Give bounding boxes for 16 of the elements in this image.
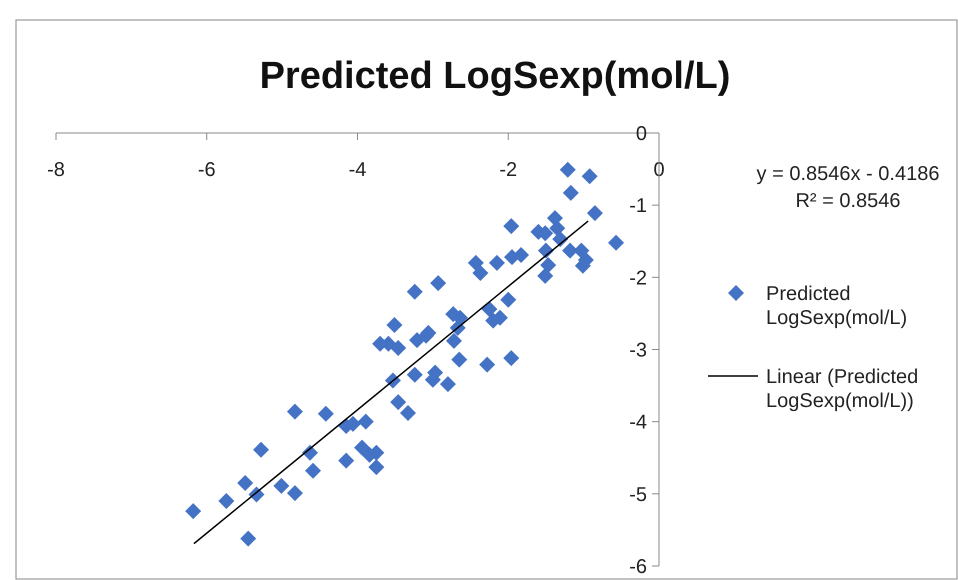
legend-label: Predicted LogSexp(mol/L): [766, 283, 908, 329]
y-tick-label: -1: [629, 195, 647, 218]
chart-title: Predicted LogSexp(mol/L): [260, 55, 730, 97]
legend-label: Linear (Predicted LogSexp(mol/L)): [766, 366, 918, 412]
y-tick-label: -4: [629, 412, 647, 434]
x-tick-label: -2: [499, 159, 518, 181]
y-tick-label: -5: [629, 484, 647, 506]
x-tick-label: -8: [47, 159, 65, 181]
x-tick-label: -4: [348, 159, 366, 181]
y-tick-label: -6: [629, 556, 647, 578]
y-tick-label: -2: [629, 267, 647, 290]
x-tick-label: -6: [198, 159, 216, 181]
text: y = 0.8546x - 0.4186: [756, 163, 940, 185]
text: R² = 0.8546: [795, 190, 901, 212]
y-tick-label: -3: [629, 340, 647, 362]
y-tick-label: 0: [636, 123, 647, 145]
